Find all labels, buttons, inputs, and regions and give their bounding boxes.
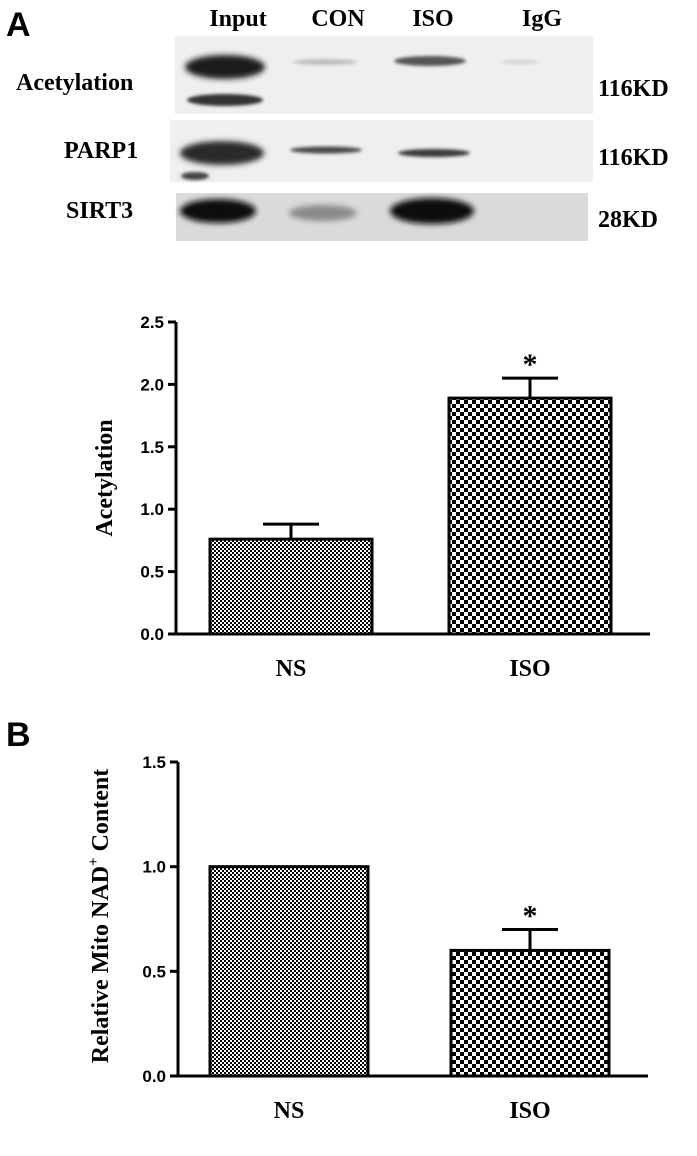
significance-star: * (523, 899, 538, 932)
y-axis-label-main: Relative Mito NAD (88, 866, 114, 1063)
blot-row-label-sirt3: SIRT3 (66, 198, 133, 224)
lane-label-igg: IgG (522, 6, 562, 32)
blot-row-label-parp1: PARP1 (64, 138, 138, 164)
x-tick-label-iso: ISO (509, 1098, 550, 1124)
y-axis-label-superscript: + (86, 857, 102, 866)
y-tick-label: 1.0 (140, 500, 164, 519)
y-tick-label: 0.5 (142, 962, 166, 981)
chart-a-acetylation: 0.0 0.5 1.0 1.5 2.0 2.5 NS * ISO Acetylation (92, 313, 650, 682)
y-axis-label: Acetylation (92, 419, 118, 536)
lane-label-iso: ISO (412, 6, 453, 32)
y-tick-label: 1.0 (142, 858, 166, 877)
blot-strip-acetylation (175, 36, 593, 114)
y-tick-label: 1.5 (142, 753, 166, 772)
bar-iso (449, 948, 611, 1078)
bar-iso (447, 396, 613, 636)
y-tick-label: 0.0 (142, 1067, 166, 1086)
blot-size-parp1: 116KD (598, 145, 669, 171)
y-axis-label-tail: Content (88, 769, 114, 858)
panel-b-letter: B (6, 716, 31, 754)
lane-label-input: Input (209, 6, 266, 32)
blot-size-sirt3: 28KD (598, 207, 658, 233)
y-tick-label: 2.0 (140, 375, 164, 394)
blot-strip-sirt3 (176, 193, 588, 241)
significance-star: * (523, 348, 538, 381)
y-tick-label: 2.5 (140, 313, 164, 332)
blot-strip-parp1 (170, 120, 593, 182)
y-axis-label: Relative Mito NAD+ Content (86, 769, 114, 1064)
y-tick-label: 0.0 (140, 625, 164, 644)
panel-a-letter: A (6, 6, 31, 44)
x-tick-label-ns: NS (274, 1098, 305, 1124)
x-tick-label-iso: ISO (509, 656, 550, 682)
blot-size-acetylation: 116KD (598, 76, 669, 102)
bar-ns (208, 865, 370, 1078)
bar-ns (208, 537, 374, 636)
chart-b-nad-content: 0.0 0.5 1.0 1.5 NS * ISO Relative Mito NAD+ Con… (86, 753, 648, 1124)
blot-lane-labels: Input CON ISO IgG (209, 6, 562, 32)
blot-row-label-acetylation: Acetylation (16, 70, 133, 96)
lane-label-con: CON (311, 6, 365, 32)
y-tick-label: 1.5 (140, 438, 164, 457)
y-tick-label: 0.5 (140, 563, 164, 582)
x-tick-label-ns: NS (276, 656, 307, 682)
